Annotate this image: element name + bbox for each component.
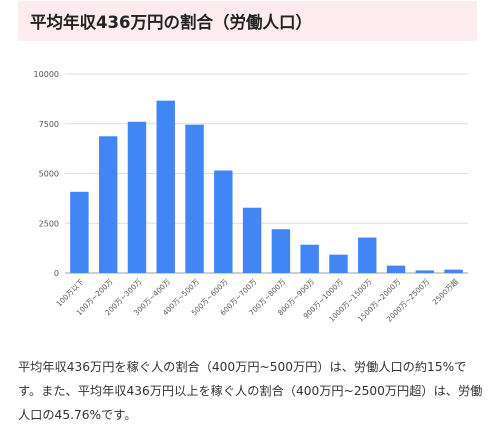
bar	[185, 124, 204, 274]
y-tick-label: 7500	[39, 120, 59, 129]
bar	[214, 170, 233, 273]
bar	[127, 121, 147, 273]
y-tick-label: 2500	[39, 219, 59, 228]
x-category-label: 2500万超	[431, 277, 460, 306]
bar	[271, 229, 291, 273]
bar	[415, 270, 435, 273]
x-axis-labels: 100万以下100万~200万200万~300万300万~400万400万~50…	[54, 277, 460, 324]
y-axis-ticks: 0 2500 5000 7500 10000	[34, 70, 59, 278]
bar	[156, 100, 175, 273]
bar	[386, 265, 406, 273]
page-heading: 平均年収436万円の割合（労働人口）	[30, 13, 312, 32]
y-tick-label: 5000	[39, 170, 59, 179]
heading-box: 平均年収436万円の割合（労働人口）	[18, 1, 477, 41]
bar	[329, 254, 348, 273]
bar	[444, 269, 463, 273]
bar	[242, 207, 262, 273]
description-paragraph: 平均年収436万円を稼ぐ人の割合（400万円~500万円）は、労働人口の約15%…	[18, 360, 483, 422]
description-text: 平均年収436万円を稼ぐ人の割合（400万円~500万円）は、労働人口の約15%…	[18, 355, 488, 427]
grid-lines	[65, 73, 468, 274]
bar	[98, 136, 118, 273]
bar	[358, 237, 377, 273]
bar-chart: 0 2500 5000 7500 10000 100万以下100万~200万200万~3…	[34, 70, 468, 324]
bars	[70, 100, 463, 274]
y-tick-label: 10000	[34, 70, 59, 79]
bar	[300, 244, 319, 273]
y-tick-label: 0	[54, 269, 59, 278]
bar	[70, 191, 89, 273]
